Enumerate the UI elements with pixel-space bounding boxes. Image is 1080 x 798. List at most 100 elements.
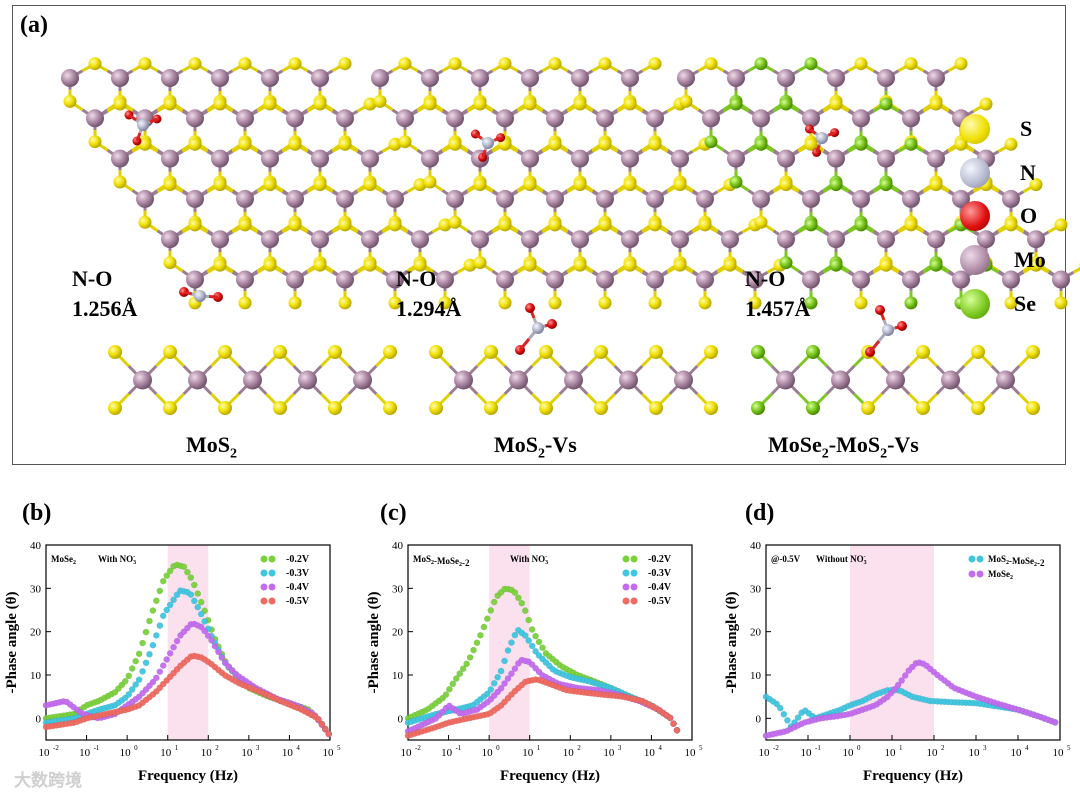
atom-s <box>854 57 868 71</box>
data-point <box>673 726 681 734</box>
bond <box>474 132 483 140</box>
atom-s <box>623 258 637 272</box>
atom-s <box>188 137 202 151</box>
data-point <box>190 581 198 589</box>
data-point <box>497 684 505 692</box>
data-point <box>204 632 212 639</box>
legend-marker <box>622 569 630 577</box>
atom-mo <box>311 69 329 87</box>
atom-mo <box>977 230 995 249</box>
x-tick-label: 10 <box>1011 747 1023 759</box>
atom-mo <box>802 189 820 208</box>
atom-mo <box>446 109 464 128</box>
data-point <box>208 637 215 644</box>
atom-s <box>548 57 562 71</box>
legend-marker <box>260 555 268 563</box>
atom-se <box>729 97 743 111</box>
data-point <box>901 672 909 679</box>
atom-s <box>779 178 793 192</box>
data-point <box>149 641 157 649</box>
atom-s <box>218 401 232 415</box>
atom-se <box>854 218 868 232</box>
atom-mo <box>521 149 539 168</box>
data-point <box>153 597 160 605</box>
atom-s <box>108 345 122 359</box>
atom-s <box>338 57 352 71</box>
atom-se <box>704 135 718 149</box>
structure-name-3: MoSe2-MoS2-Vs <box>768 432 919 462</box>
data-point <box>535 638 543 646</box>
data-point <box>149 678 157 686</box>
data-point <box>156 668 164 676</box>
data-point <box>190 597 198 605</box>
annotation-sample: MoSe2 <box>51 554 76 566</box>
data-point <box>456 670 464 677</box>
atom-n <box>532 322 544 334</box>
data-point <box>180 563 188 571</box>
atom-s <box>916 345 930 359</box>
data-point <box>525 637 532 644</box>
atom-s <box>288 57 302 71</box>
atom-s <box>113 175 127 189</box>
atom-s <box>388 296 402 310</box>
atom-s <box>328 345 342 359</box>
legend-label: -0.5V <box>648 596 672 607</box>
x-tick-label: 10 <box>1053 747 1065 759</box>
atom-s <box>979 97 993 111</box>
atom-mo <box>546 109 564 128</box>
atom-o <box>875 305 885 315</box>
x-tick-label: 10 <box>323 747 335 759</box>
data-point <box>159 612 167 620</box>
x-tick-exponent: 0 <box>857 744 861 752</box>
legend-marker <box>622 583 630 591</box>
bond <box>481 149 487 158</box>
data-point <box>784 717 791 724</box>
atom-s <box>548 296 562 310</box>
atom-s <box>448 215 462 229</box>
data-point <box>539 644 546 651</box>
atom-s <box>238 57 252 71</box>
atom-se <box>879 178 893 192</box>
data-point <box>170 596 177 604</box>
y-tick-label: 0 <box>36 713 42 725</box>
atom-s <box>704 401 718 415</box>
data-point <box>511 631 519 639</box>
annotation-condition: Without NO3- <box>816 554 867 566</box>
atom-s <box>263 178 277 192</box>
data-point <box>470 646 477 654</box>
data-point <box>159 577 167 585</box>
atom-s <box>954 137 968 151</box>
legend-label: -0.2V <box>286 554 310 565</box>
bond-title-1: N-O <box>72 266 113 291</box>
atom-s <box>1054 296 1068 310</box>
atom-s <box>804 137 818 151</box>
atom-se <box>751 345 765 359</box>
atom-mo <box>902 109 920 128</box>
atom-s <box>213 97 227 111</box>
atom-s <box>539 345 553 359</box>
atom-se <box>806 401 820 415</box>
atom-s <box>649 401 663 415</box>
atom-s <box>398 135 412 149</box>
atom-s <box>338 218 352 232</box>
legend-marker <box>260 569 268 577</box>
atom-s <box>904 57 918 71</box>
atom-mo <box>852 109 870 128</box>
atom-mo <box>236 189 254 208</box>
data-point <box>508 639 515 646</box>
atom-mo <box>496 189 514 208</box>
atom-mo <box>186 109 204 128</box>
atom-mo <box>421 69 439 87</box>
legend-marker <box>968 555 976 563</box>
bond-length-2: 1.294Å <box>396 296 462 321</box>
atom-s <box>1026 345 1040 359</box>
atom-s <box>263 97 277 111</box>
atom-s <box>929 178 943 192</box>
series-MoSe2 <box>762 659 1059 739</box>
atom-mo <box>311 149 329 168</box>
atom-mo <box>671 230 689 249</box>
annotation-condition: With NO3- <box>510 554 548 566</box>
data-point <box>473 639 481 647</box>
atom-mo <box>111 149 129 168</box>
legend-marker <box>622 597 630 605</box>
